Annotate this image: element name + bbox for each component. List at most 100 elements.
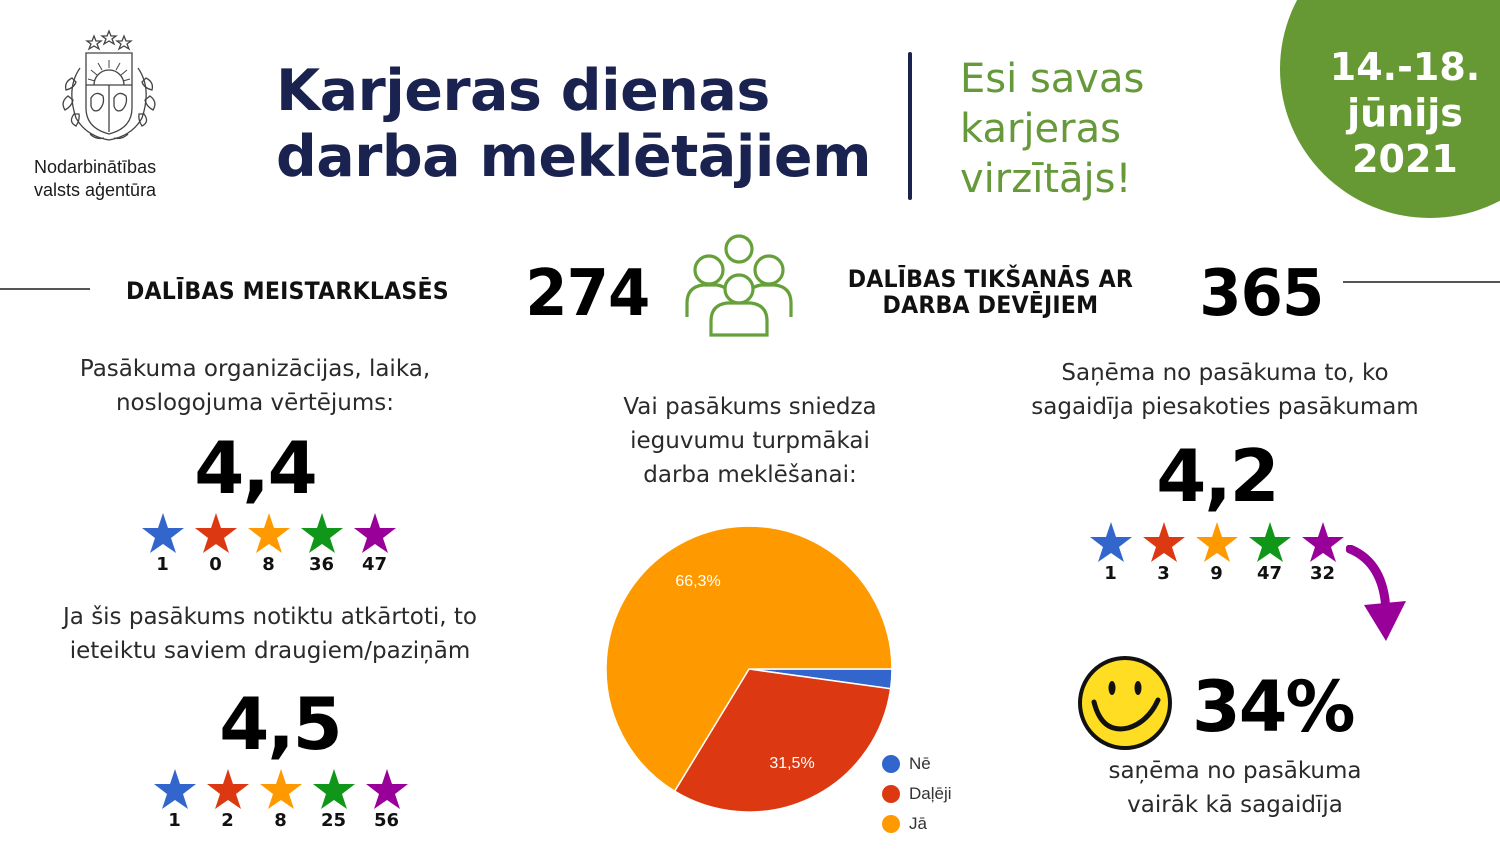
star-count: 3 xyxy=(1157,563,1170,584)
star-5: 32 xyxy=(1296,521,1349,583)
star-5: 47 xyxy=(348,512,401,574)
tagline-line3: virzītājs! xyxy=(960,156,1132,202)
star-1: 1 xyxy=(136,512,189,574)
legend-dot-icon xyxy=(882,785,900,803)
star-icon xyxy=(365,769,408,809)
star-2: 3 xyxy=(1137,521,1190,583)
organization-question: Pasākuma organizācijas, laika, noslogoju… xyxy=(30,352,480,420)
legend-item-daleji: Daļēji xyxy=(882,779,952,809)
recommend-score: 4,5 xyxy=(219,682,343,766)
star-2: 2 xyxy=(201,768,254,830)
benefit-pie-chart: 66,3% 31,5% xyxy=(604,524,894,818)
star-4: 25 xyxy=(307,768,360,830)
star-count: 9 xyxy=(1210,563,1223,584)
star-icon xyxy=(1195,522,1238,562)
header-divider xyxy=(908,52,912,200)
exceeded-text: saņēma no pasākuma vairāk kā sagaidīja xyxy=(1040,754,1430,822)
star-count: 1 xyxy=(168,810,181,831)
smiley-face-icon xyxy=(1076,654,1174,756)
star-icon xyxy=(194,513,237,553)
star-icon xyxy=(1301,522,1344,562)
recommend-question: Ja šis pasākums notiktu atkārtoti, to ie… xyxy=(20,600,520,668)
pie-question-line2: ieguvumu turpmākai xyxy=(630,428,870,454)
star-count: 1 xyxy=(156,554,169,575)
exceeded-percent: 34% xyxy=(1192,666,1356,748)
star-1: 1 xyxy=(148,768,201,830)
star-count: 32 xyxy=(1309,563,1336,584)
star-count: 56 xyxy=(373,810,400,831)
exceeded-text-line1: saņēma no pasākuma xyxy=(1108,758,1362,784)
left-rule xyxy=(0,288,90,290)
organization-star-distribution: 1 0 8 36 47 xyxy=(136,512,401,574)
star-icon xyxy=(1142,522,1185,562)
star-icon xyxy=(259,769,302,809)
star-count: 0 xyxy=(209,554,222,575)
organization-score: 4,4 xyxy=(194,426,318,510)
legend-item-ne: Nē xyxy=(882,749,952,779)
people-group-icon xyxy=(683,231,795,341)
legend-label: Jā xyxy=(909,814,927,833)
star-icon xyxy=(141,513,184,553)
title-line1: Karjeras dienas xyxy=(276,58,770,124)
star-icon xyxy=(153,769,196,809)
star-count: 8 xyxy=(274,810,287,831)
title-line2: darba meklētājiem xyxy=(276,124,871,190)
legend-dot-icon xyxy=(882,755,900,773)
pie-question-line3: darba meklēšanai: xyxy=(643,462,857,488)
star-count: 36 xyxy=(308,554,335,575)
star-5: 56 xyxy=(360,768,413,830)
star-icon xyxy=(247,513,290,553)
coat-of-arms-logo xyxy=(40,28,180,148)
expectations-star-distribution: 1 3 9 47 32 xyxy=(1084,521,1349,583)
legend-dot-icon xyxy=(882,815,900,833)
star-1: 1 xyxy=(1084,521,1137,583)
employer-meetings-label-line2: DARBA DEVĒJIEM xyxy=(882,291,1099,319)
org-name-line1: Nodarbinātības xyxy=(34,157,157,177)
expectations-question: Saņēma no pasākuma to, ko sagaidīja pies… xyxy=(990,356,1460,424)
recommend-question-line1: Ja šis pasākums notiktu atkārtoti, to xyxy=(63,604,477,630)
legend-item-ja: Jā xyxy=(882,809,952,839)
pie-question: Vai pasākums sniedza ieguvumu turpmākai … xyxy=(590,390,910,492)
employer-meetings-label: DALĪBAS TIKŠANĀS AR DARBA DEVĒJIEM xyxy=(834,266,1147,318)
pie-legend: Nē Daļēji Jā xyxy=(882,749,952,839)
employer-meetings-label-line1: DALĪBAS TIKŠANĀS AR xyxy=(847,265,1134,293)
org-name: Nodarbinātības valsts aģentūra xyxy=(34,156,156,202)
recommend-question-line2: ieteiktu saviem draugiem/paziņām xyxy=(69,638,471,664)
pie-slice-ja xyxy=(605,525,893,793)
pie-slice-daleji xyxy=(673,668,892,813)
organization-question-line1: Pasākuma organizācijas, laika, xyxy=(79,356,431,382)
star-icon xyxy=(353,513,396,553)
star-2: 0 xyxy=(189,512,242,574)
star-count: 2 xyxy=(221,810,234,831)
star-3: 9 xyxy=(1190,521,1243,583)
star-icon xyxy=(206,769,249,809)
recommend-star-distribution: 1 2 8 25 56 xyxy=(148,768,413,830)
expectations-question-line1: Saņēma no pasākuma to, ko xyxy=(1061,360,1389,386)
date-line3: 2021 xyxy=(1352,137,1458,181)
star-count: 1 xyxy=(1104,563,1117,584)
masterclasses-label: DALĪBAS MEISTARKLASĒS xyxy=(126,277,449,305)
legend-label: Nē xyxy=(909,754,931,773)
star-3: 8 xyxy=(242,512,295,574)
organization-question-line2: noslogojuma vērtējums: xyxy=(115,390,395,416)
star-count: 47 xyxy=(1256,563,1283,584)
org-name-line2: valsts aģentūra xyxy=(34,180,157,200)
employer-meetings-value: 365 xyxy=(1199,257,1324,331)
date-line1: 14.-18. xyxy=(1329,45,1481,89)
star-count: 25 xyxy=(320,810,347,831)
pie-label-daleji: 31,5% xyxy=(769,755,814,772)
star-count: 8 xyxy=(262,554,275,575)
tagline-line2: karjeras xyxy=(960,106,1121,152)
right-rule xyxy=(1343,281,1500,283)
expectations-question-line2: sagaidīja piesakoties pasākumam xyxy=(1031,394,1419,420)
star-icon xyxy=(1248,522,1291,562)
tagline-line1: Esi savas xyxy=(960,56,1145,102)
star-count: 47 xyxy=(361,554,388,575)
tagline: Esi savas karjeras virzītājs! xyxy=(960,54,1144,204)
curved-arrow-down-icon xyxy=(1345,544,1410,649)
star-icon xyxy=(300,513,343,553)
date-line2: jūnijs xyxy=(1347,91,1463,135)
legend-label: Daļēji xyxy=(909,784,952,803)
star-3: 8 xyxy=(254,768,307,830)
pie-label-ja: 66,3% xyxy=(675,573,720,590)
